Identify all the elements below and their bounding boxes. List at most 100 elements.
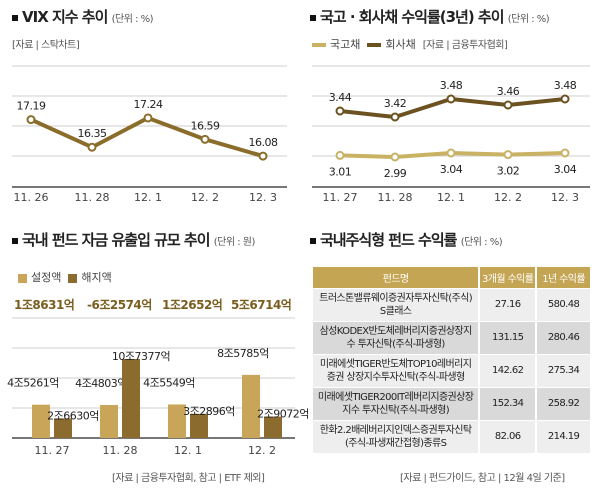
fund-flow-title-text: 국내 펀드 자금 유출입 규모 추이: [22, 231, 211, 249]
series-line: [30, 115, 264, 159]
legend-gov: 국고채: [330, 38, 361, 51]
bond-legend: 국고채 회사채 [자료 | 금융투자협회]: [312, 36, 508, 52]
data-point: [390, 152, 400, 162]
x-tick-label: 11. 27: [35, 444, 70, 457]
net-flow-label: 1조8631억: [14, 298, 75, 312]
fund-flow-source: [자료 | 금융투자협회, 참고 | ETF 제외]: [112, 473, 265, 484]
data-label: 16.59: [191, 119, 220, 132]
legend-corp-swatch: [367, 43, 382, 47]
returns-table: 펀드명 3개월 수익률 1년 수익률 트러스톤밸류웨이증권자투자신탁(주식) S…: [313, 267, 592, 453]
fund-name: 한화2.2배레버리지인덱스증권투자신탁 (주식-파생재간접형)종류S: [313, 419, 481, 453]
x-tick-label: 12. 2: [191, 191, 219, 204]
vix-source: [자료 | 스탁차트]: [12, 40, 80, 51]
x-tick-label: 12. 1: [437, 191, 465, 204]
bar-value-label: 4조5261억: [7, 377, 59, 390]
fund-flow-legend: 설정액 해지액: [18, 269, 112, 285]
legend-redeem: 해지액: [81, 271, 112, 284]
return-1y: 258.92: [536, 386, 592, 420]
col-header-3m: 3개월 수익률: [479, 267, 538, 288]
bullet-icon: [12, 14, 18, 21]
bar-value-label: 10조7377억: [112, 350, 170, 363]
bar-redeem: [190, 413, 208, 438]
legend-gov-swatch: [312, 43, 326, 47]
x-tick-label: 12. 3: [551, 191, 579, 204]
x-tick-label: 12. 2: [494, 191, 522, 204]
data-label: 3.48: [440, 79, 463, 92]
bar-redeem: [54, 418, 72, 438]
bond-unit: (단위 : %): [507, 14, 550, 25]
x-tick-label: 11. 27: [323, 191, 358, 204]
fund-flow-unit: (단위 : 원): [213, 237, 256, 248]
returns-title-text: 국내주식형 펀드 수익률: [320, 231, 457, 249]
return-3m: 152.34: [479, 386, 538, 420]
x-tick-label: 11. 28: [103, 444, 138, 457]
data-point: [335, 106, 345, 116]
fund-name: 삼성KODEX반도체레버리지증권상장지수 투자신탁(주식-파생형): [313, 320, 481, 354]
x-tick-label: 12. 3: [249, 191, 277, 204]
vix-title: VIX 지수 추이 (단위 : %): [12, 6, 154, 27]
bar-redeem: [122, 358, 140, 438]
return-1y: 275.34: [536, 353, 592, 387]
return-1y: 280.46: [536, 320, 592, 354]
bond-source: [자료 | 금융투자협회]: [422, 40, 508, 51]
data-point: [87, 142, 97, 152]
return-3m: 82.06: [479, 419, 538, 453]
x-tick-label: 11. 28: [75, 191, 110, 204]
legend-setup: 설정액: [31, 271, 62, 284]
data-label: 3.46: [497, 85, 520, 98]
data-label: 17.24: [134, 98, 163, 111]
data-point: [143, 113, 153, 123]
legend-redeem-swatch: [68, 273, 78, 283]
x-tick-label: 11. 28: [378, 191, 413, 204]
bar-setup: [100, 405, 118, 438]
data-point: [26, 115, 36, 125]
data-label: 16.35: [78, 127, 107, 140]
data-point: [446, 148, 456, 158]
returns-source: [자료 | 펀드가이드, 참고 | 12월 4일 기준]: [400, 473, 565, 484]
bullet-icon: [12, 237, 18, 244]
table-row: 삼성KODEX반도체레버리지증권상장지수 투자신탁(주식-파생형) 131.15 2…: [313, 320, 592, 354]
table-row: 트러스톤밸류웨이증권자투자신탁(주식) S클래스 27.16 580.48: [313, 287, 592, 321]
data-point: [503, 100, 513, 110]
data-label: 3.01: [329, 165, 352, 178]
bar-value-label: 3조2896억: [183, 405, 235, 418]
data-label: 3.44: [329, 91, 352, 104]
net-flow-label: -6조2574억: [87, 298, 152, 312]
data-label: 3.04: [440, 163, 463, 176]
table-row: 한화2.2배레버리지인덱스증권투자신탁 (주식-파생재간접형)종류S 82.06 2…: [313, 419, 592, 453]
legend-corp: 회사채: [385, 38, 416, 51]
data-point: [258, 151, 268, 161]
bar-setup: [242, 374, 260, 438]
col-header-1y: 1년 수익률: [536, 267, 592, 288]
data-label: 3.02: [497, 165, 520, 178]
data-point: [503, 150, 513, 160]
bond-title-text: 국고 · 회사채 수익률(3년) 추이: [320, 8, 505, 26]
x-tick-label: 12. 1: [174, 444, 202, 457]
return-3m: 131.15: [479, 320, 538, 354]
fund-name: 미래에셋TIGER200IT레버리지증권상장지수 투자신탁(주식-파생형): [313, 386, 481, 420]
data-label: 3.04: [554, 163, 577, 176]
bar-setup: [32, 404, 50, 438]
bar-value-label: 8조5785억: [217, 347, 269, 360]
table-row: 미래에셋TIGER반도체TOP10레버리지증권 상장지수투자신탁(주식-파생형 1…: [313, 353, 592, 387]
bar-value-label: 2조6630억: [47, 409, 99, 422]
fund-name: 트러스톤밸류웨이증권자투자신탁(주식) S클래스: [313, 287, 481, 321]
bar-value-label: 4조4803억: [75, 377, 127, 390]
return-1y: 214.19: [536, 419, 592, 453]
returns-title: 국내주식형 펀드 수익률 (단위 : %): [310, 229, 503, 250]
x-tick-label: 12. 2: [248, 444, 276, 457]
data-label: 3.42: [384, 97, 407, 110]
data-label: 16.08: [249, 136, 278, 149]
bullet-icon: [310, 14, 316, 21]
returns-unit: (단위 : %): [460, 237, 503, 248]
data-label: 17.19: [17, 100, 46, 113]
data-point: [446, 94, 456, 104]
data-point: [335, 150, 345, 160]
return-3m: 27.16: [479, 287, 538, 321]
bond-title: 국고 · 회사채 수익률(3년) 추이 (단위 : %): [310, 6, 550, 27]
data-point: [200, 134, 210, 144]
data-label: 2.99: [384, 167, 407, 180]
net-flow-label: 5조6714억: [231, 298, 292, 312]
x-tick-label: 12. 1: [134, 191, 162, 204]
data-point: [390, 112, 400, 122]
